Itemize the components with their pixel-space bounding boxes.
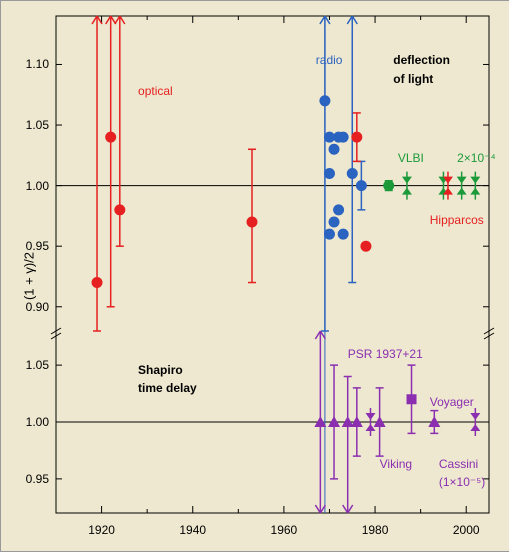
annotation: Voyager xyxy=(430,395,474,409)
annotation: of light xyxy=(393,72,433,86)
annotation: (1×10⁻⁵) xyxy=(439,475,485,489)
y-tick-label: 0.95 xyxy=(26,239,49,253)
annotation: Shapiro xyxy=(138,363,183,377)
y-axis-label: (1 + γ)/2 xyxy=(22,252,37,300)
y-tick-label: 1.00 xyxy=(26,179,49,193)
x-tick-label: 1980 xyxy=(362,523,389,537)
annotation: PSR 1937+21 xyxy=(348,347,423,361)
annotation: Viking xyxy=(380,457,412,471)
annotation: optical xyxy=(138,84,173,98)
annotation: time delay xyxy=(138,381,197,395)
annotation: Hipparcos xyxy=(430,213,484,227)
annotation: 2×10⁻⁴ xyxy=(457,151,496,165)
x-tick-label: 1940 xyxy=(179,523,206,537)
y-tick-label: 0.90 xyxy=(26,300,49,314)
annotation: VLBI xyxy=(398,151,424,165)
x-tick-label: 1920 xyxy=(88,523,115,537)
y-tick-label: 0.95 xyxy=(26,472,49,486)
annotation: Cassini xyxy=(439,457,478,471)
chart-root: (1 + γ)/2 1920 1940 1960 1980 2000 0.90 0.95 1.… xyxy=(0,0,509,552)
y-tick-label: 1.05 xyxy=(26,358,49,372)
y-tick-label: 1.00 xyxy=(26,415,49,429)
y-tick-label: 1.10 xyxy=(26,57,49,71)
x-tick-label: 2000 xyxy=(453,523,480,537)
annotation: deflection xyxy=(393,53,450,67)
y-tick-label: 1.05 xyxy=(26,118,49,132)
annotation: radio xyxy=(316,53,343,67)
x-tick-label: 1960 xyxy=(271,523,298,537)
